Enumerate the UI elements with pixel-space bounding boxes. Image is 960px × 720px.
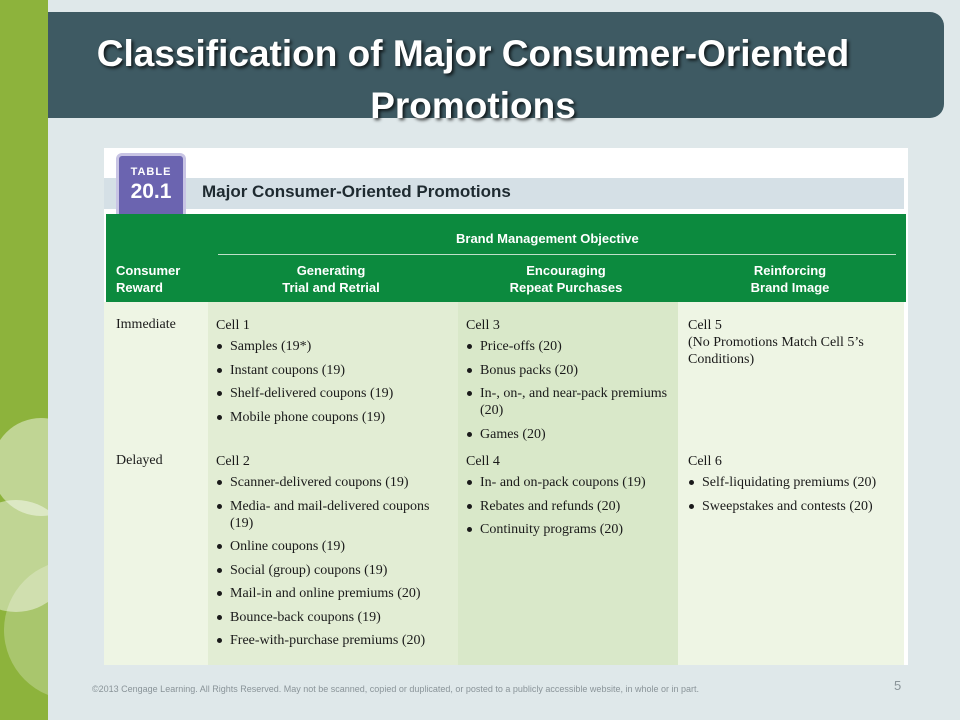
cell-1: Cell 1 Samples (19*) Instant coupons (19) S… [216,317,452,432]
row-label-delayed: Delayed [116,453,163,468]
table-panel: Major Consumer-Oriented Promotions TABLE… [104,148,908,665]
list-item: Price-offs (20) [466,338,672,355]
group-header: Brand Management Objective [456,231,639,246]
cell-title: Cell 1 [216,318,250,333]
list-item: Self-liquidating premiums (20) [688,474,900,491]
cell-title: Cell 3 [466,318,500,333]
table-caption: Major Consumer-Oriented Promotions [202,182,511,201]
slide-title: Classification of Major Consumer-Oriente… [48,28,898,132]
table-badge-number: 20.1 [130,180,172,203]
group-header-rule [218,254,896,255]
cell-item-list: In- and on-pack coupons (19) Rebates and … [466,474,672,538]
slide-title-line-2: Promotions [370,85,576,126]
cell-item-list: Price-offs (20) Bonus packs (20) In-, on-,… [466,338,672,443]
page-number: 5 [894,678,902,693]
list-item: Continuity programs (20) [466,521,672,538]
cell-item-list: Self-liquidating premiums (20) Sweepstake… [688,474,900,515]
list-item: In- and on-pack coupons (19) [466,474,672,491]
list-item: Rebates and refunds (20) [466,498,672,515]
list-item: Bonus packs (20) [466,362,672,379]
table-caption-band [104,178,904,209]
list-item: Samples (19*) [216,338,452,355]
list-item: Scanner-delivered coupons (19) [216,474,452,491]
list-item: Bounce-back coupons (19) [216,609,452,626]
cell-title: Cell 5 [688,318,722,333]
list-item: Instant coupons (19) [216,362,452,379]
table-badge: TABLE 20.1 [116,153,186,221]
list-item: In-, on-, and near-pack premiums (20) [466,385,672,419]
table-header: Brand Management Objective Consumer Rewar… [106,214,906,302]
list-item: Mail-in and online premiums (20) [216,585,452,602]
list-item: Online coupons (19) [216,538,452,555]
row-label-immediate: Immediate [116,317,176,332]
cell-2: Cell 2 Scanner-delivered coupons (19) Medi… [216,453,452,656]
cell-title: Cell 4 [466,454,500,469]
cell-title: Cell 6 [688,454,722,469]
list-item: Free-with-purchase premiums (20) [216,632,452,649]
cell-item-list: Samples (19*) Instant coupons (19) Shelf-d… [216,338,452,426]
cell-4: Cell 4 In- and on-pack coupons (19) Rebate… [466,453,672,545]
cell-3: Cell 3 Price-offs (20) Bonus packs (20) In-… [466,317,672,449]
cell-note: (No Promotions Match Cell 5’s Conditions… [688,335,864,367]
slide-title-line-1: Classification of Major Consumer-Oriente… [96,33,850,74]
list-item: Social (group) coupons (19) [216,562,452,579]
list-item: Games (20) [466,426,672,443]
column-header-reinforcing: Reinforcing Brand Image [750,263,830,295]
decorative-circle [0,500,48,612]
left-accent-bar [0,0,48,720]
cell-item-list: Scanner-delivered coupons (19) Media- and… [216,474,452,649]
row-header: Consumer Reward [116,263,181,295]
list-item: Media- and mail-delivered coupons (19) [216,498,452,532]
column-header-encouraging: Encouraging Repeat Purchases [509,263,623,295]
column-bg-encouraging [458,302,678,665]
title-bar: Classification of Major Consumer-Oriente… [48,12,944,126]
decorative-circle [0,418,48,516]
column-bg-label [104,302,208,665]
cell-5: Cell 5 (No Promotions Match Cell 5’s Cond… [688,317,900,368]
column-bg-generating [208,302,458,665]
list-item: Shelf-delivered coupons (19) [216,385,452,402]
list-item: Sweepstakes and contests (20) [688,498,900,515]
list-item: Mobile phone coupons (19) [216,409,452,426]
copyright-footer: ©2013 Cengage Learning. All Rights Reser… [92,684,699,694]
table-badge-word: TABLE [130,166,172,178]
column-bg-reinforcing [678,302,904,665]
cell-6: Cell 6 Self-liquidating premiums (20) Swee… [688,453,900,521]
cell-title: Cell 2 [216,454,250,469]
column-header-generating: Generating Trial and Retrial [282,263,380,295]
